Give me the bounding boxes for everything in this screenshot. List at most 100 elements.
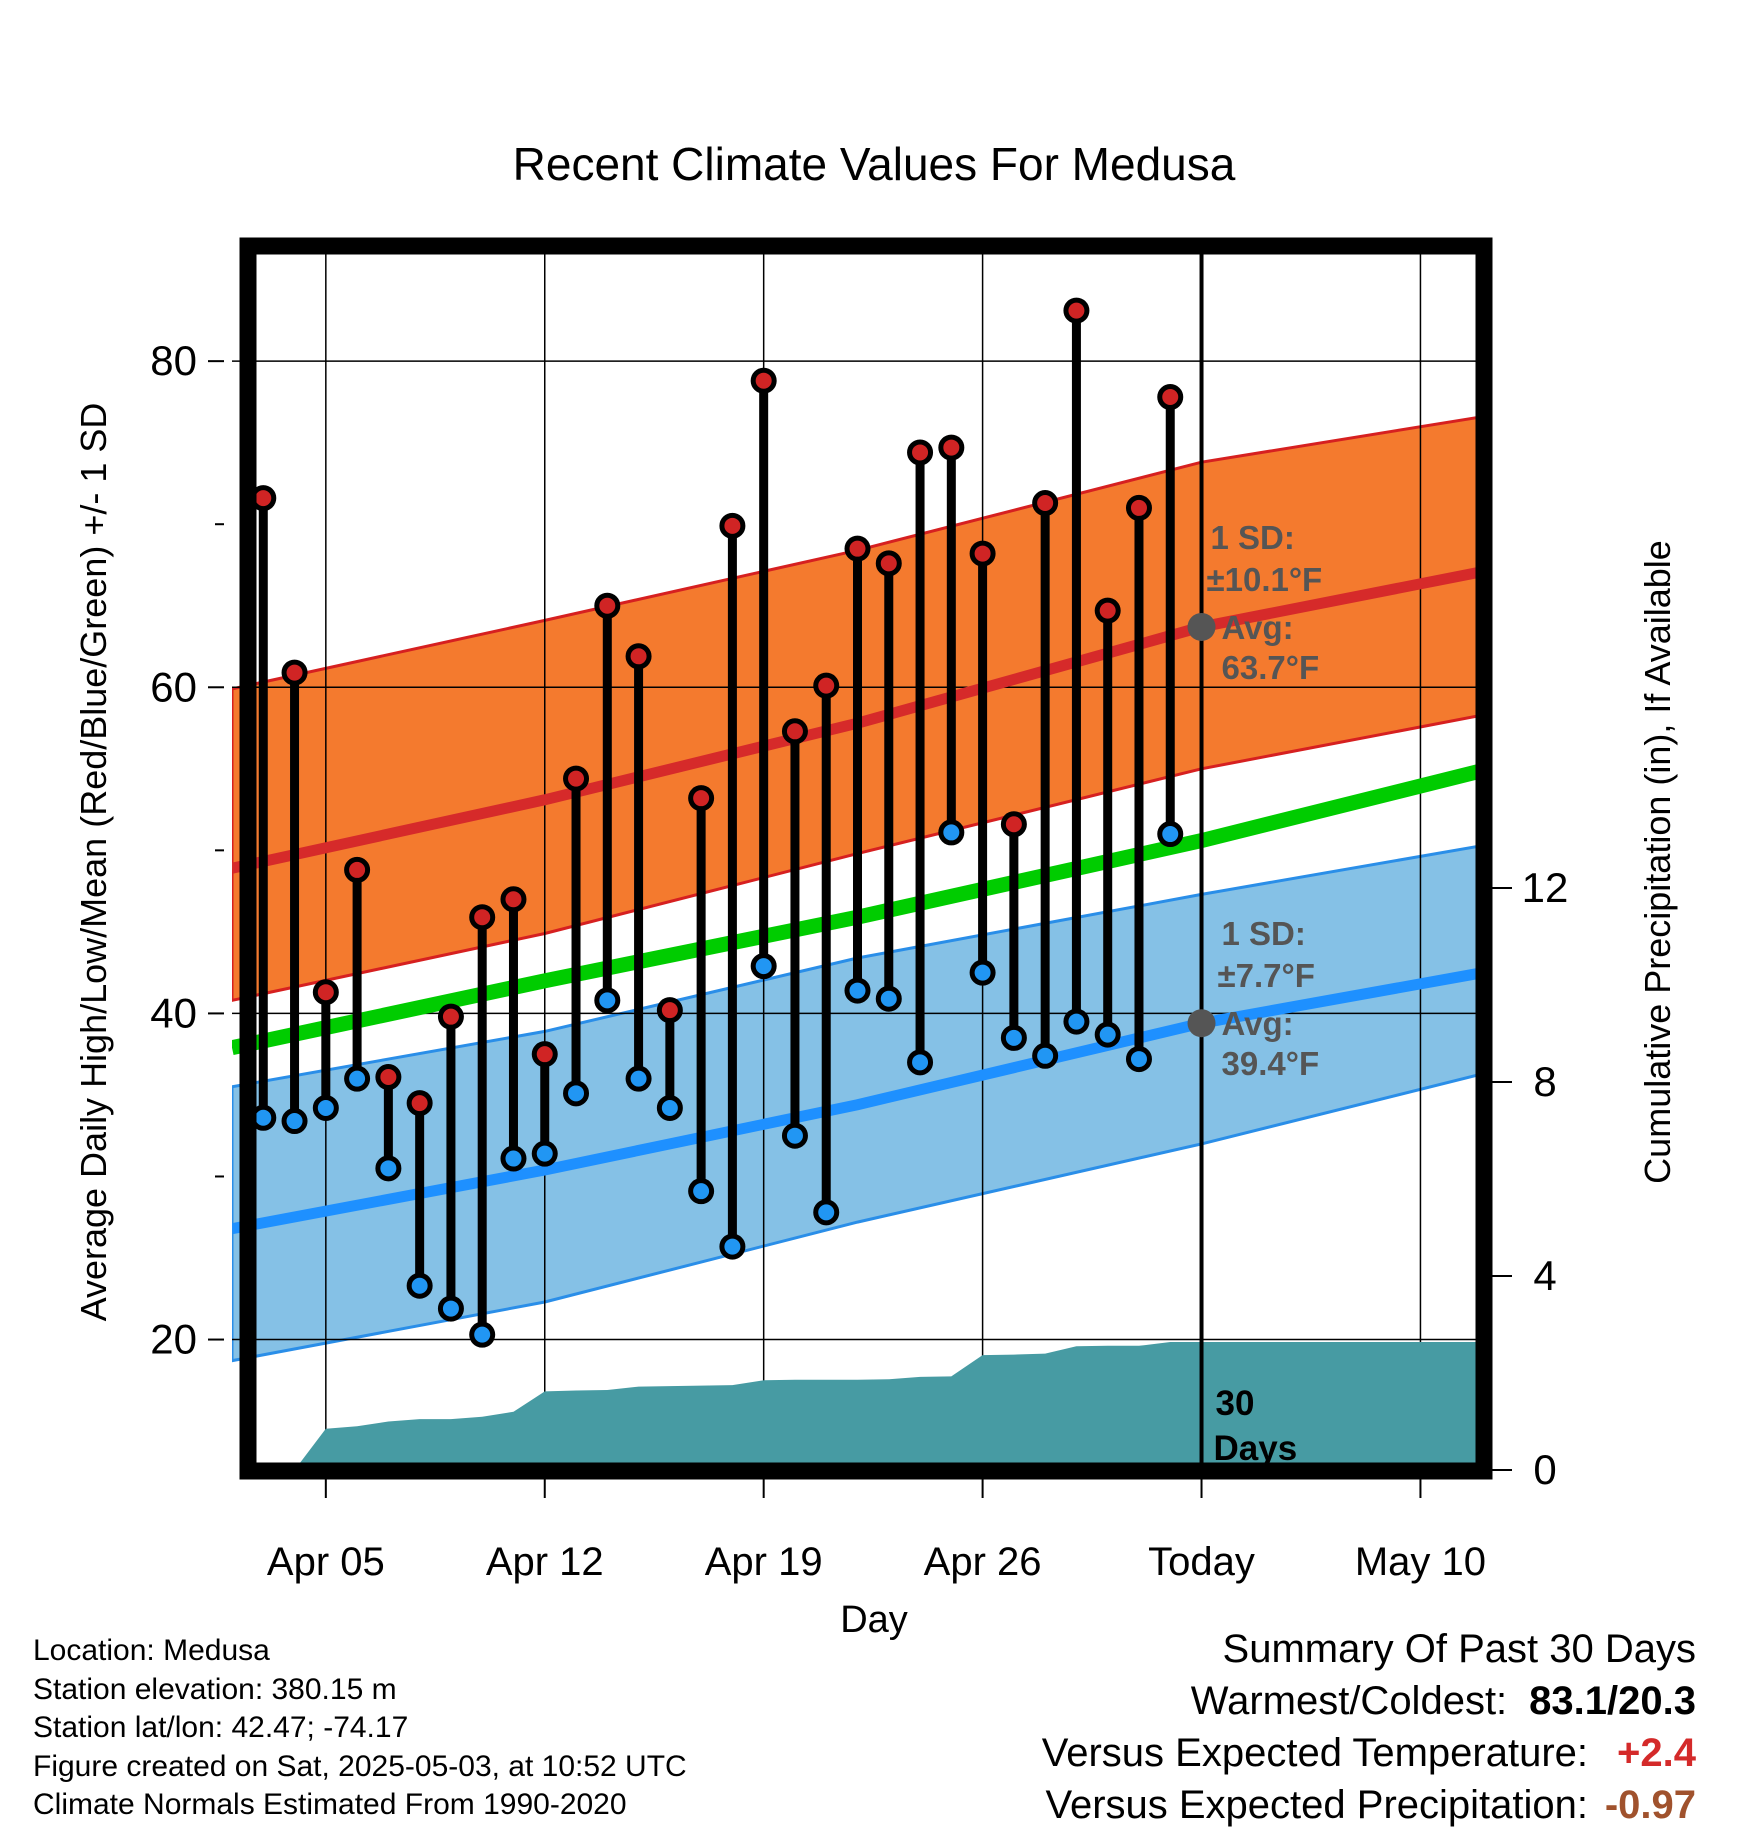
y-axis-right-label: Cumulative Precipitation (in), If Availa… <box>1637 540 1678 1184</box>
plot-frame <box>239 237 1493 1480</box>
axes-ticks: 20 40 60 80 0 4 8 12 Apr 05 Apr 12 Apr 19 Apr 26 Tod… <box>150 337 1568 1584</box>
precip-anomaly-row: Versus Expected Precipitation: -0.97 <box>1042 1779 1696 1831</box>
high-point-26 <box>1063 297 1090 324</box>
low-point-25 <box>1032 1042 1059 1069</box>
high-point-14 <box>688 785 715 812</box>
y-tick-label-0: 20 <box>150 1316 197 1363</box>
low-point-4 <box>375 1155 402 1182</box>
low-sd-label: 1 SD: <box>1222 915 1306 952</box>
high-point-2 <box>312 979 339 1006</box>
high-point-25 <box>1032 490 1059 517</box>
normals-line: Climate Normals Estimated From 1990-2020 <box>33 1788 627 1821</box>
y2-tick-label-0: 0 <box>1533 1446 1556 1493</box>
high-avg-marker <box>1187 612 1216 641</box>
low-point-8 <box>500 1145 527 1172</box>
low-point-11 <box>594 987 621 1014</box>
elevation-line: Station elevation: 380.15 m <box>33 1672 397 1706</box>
high-point-23 <box>969 540 996 567</box>
high-point-18 <box>813 672 840 699</box>
low-point-28 <box>1125 1046 1152 1073</box>
y-tick-label-3: 80 <box>150 337 197 384</box>
low-avg-marker <box>1187 1009 1216 1038</box>
warm-cold-label: Warmest/Coldest: <box>1190 1679 1508 1723</box>
plot-clip-group <box>232 247 1483 1470</box>
chart-title: Recent Climate Values For Medusa <box>513 138 1236 190</box>
y-axis-left-label: Average Daily High/Low/Mean (Red/Blue/Gr… <box>73 403 114 1322</box>
low-point-23 <box>969 959 996 986</box>
low-point-10 <box>563 1080 590 1107</box>
low-point-29 <box>1157 821 1184 848</box>
temp-anomaly-value: +2.4 <box>1617 1731 1696 1775</box>
high-point-20 <box>875 550 902 577</box>
high-avg-value: 63.7°F <box>1222 649 1320 686</box>
high-point-5 <box>406 1090 433 1117</box>
high-point-7 <box>469 904 496 931</box>
high-point-12 <box>625 643 652 670</box>
high-point-6 <box>437 1003 464 1030</box>
x-tick-label-3: Apr 26 <box>924 1540 1042 1584</box>
x-tick-label-2: Apr 19 <box>705 1540 823 1584</box>
temp-anomaly-label: Versus Expected Temperature: <box>1041 1731 1588 1775</box>
high-sd-label: 1 SD: <box>1211 519 1295 556</box>
high-point-24 <box>1000 811 1027 838</box>
low-point-7 <box>469 1321 496 1348</box>
y2-tick-label-3: 12 <box>1522 864 1569 911</box>
low-point-14 <box>688 1178 715 1205</box>
high-point-16 <box>750 367 777 394</box>
summary-heading: Summary Of Past 30 Days <box>1222 1627 1696 1671</box>
latlon-line: Station lat/lon: 42.47; -74.17 <box>33 1711 409 1744</box>
station-info: Location: Medusa Station elevation: 380.… <box>33 1632 687 1825</box>
low-point-1 <box>281 1108 308 1135</box>
period-unit: Days <box>1214 1429 1298 1468</box>
low-point-26 <box>1063 1008 1090 1035</box>
low-point-17 <box>781 1122 808 1149</box>
high-point-3 <box>344 856 371 883</box>
low-point-20 <box>875 985 902 1012</box>
low-sd-value: ±7.7°F <box>1218 957 1315 994</box>
high-point-1 <box>281 659 308 686</box>
low-avg-label: Avg: <box>1222 1005 1294 1042</box>
low-point-3 <box>344 1065 371 1092</box>
precip-anomaly-label: Versus Expected Precipitation: <box>1045 1783 1588 1827</box>
summary-panel: Summary Of Past 30 Days Warmest/Coldest:… <box>1042 1623 1696 1831</box>
x-tick-label-5: May 10 <box>1355 1540 1486 1584</box>
high-point-27 <box>1094 597 1121 624</box>
low-point-2 <box>312 1094 339 1121</box>
high-point-13 <box>656 997 683 1024</box>
high-point-21 <box>907 439 934 466</box>
low-point-12 <box>625 1065 652 1092</box>
high-point-11 <box>594 592 621 619</box>
low-point-5 <box>406 1272 433 1299</box>
created-line: Figure created on Sat, 2025-05-03, at 10… <box>33 1749 687 1783</box>
low-point-22 <box>938 819 965 846</box>
low-point-6 <box>437 1295 464 1322</box>
location-line: Location: Medusa <box>33 1634 270 1667</box>
high-point-22 <box>938 434 965 461</box>
x-tick-label-0: Apr 05 <box>267 1540 385 1584</box>
low-point-9 <box>531 1140 558 1167</box>
period-number: 30 <box>1216 1384 1255 1423</box>
precip-area <box>294 1342 1483 1470</box>
low-point-27 <box>1094 1021 1121 1048</box>
y-tick-label-2: 60 <box>150 663 197 710</box>
low-point-13 <box>656 1094 683 1121</box>
high-point-28 <box>1125 494 1152 521</box>
low-point-16 <box>750 953 777 980</box>
high-point-10 <box>563 765 590 792</box>
y-tick-label-1: 40 <box>150 989 197 1036</box>
low-point-19 <box>844 977 871 1004</box>
high-point-17 <box>781 718 808 745</box>
high-point-4 <box>375 1064 402 1091</box>
warm-cold-row: Warmest/Coldest: 83.1/20.3 <box>1042 1675 1696 1727</box>
warm-cold-value: 83.1/20.3 <box>1529 1679 1696 1723</box>
low-normal-line <box>232 967 1483 1235</box>
high-point-15 <box>719 512 746 539</box>
x-axis-label: Day <box>840 1599 908 1641</box>
temp-anomaly-row: Versus Expected Temperature: +2.4 <box>1042 1727 1696 1779</box>
high-sd-value: ±10.1°F <box>1207 561 1323 598</box>
high-point-19 <box>844 535 871 562</box>
y2-tick-label-1: 4 <box>1533 1252 1556 1299</box>
